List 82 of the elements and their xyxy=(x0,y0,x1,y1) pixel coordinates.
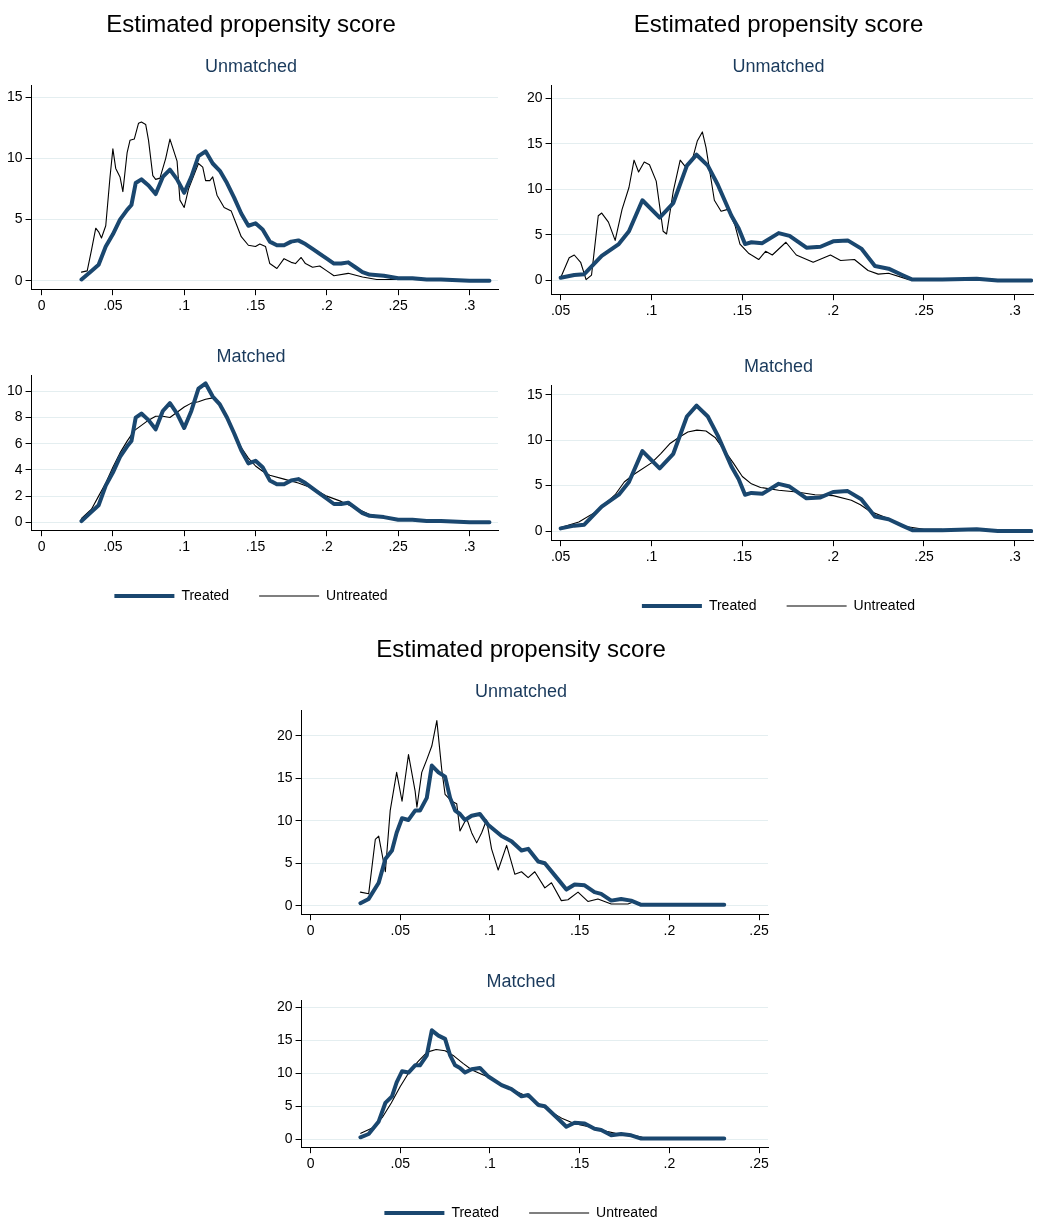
x-tick-label: .25 xyxy=(388,538,409,555)
x-tick-label: .05 xyxy=(550,302,571,319)
x-tick-label: .3 xyxy=(1008,302,1021,319)
x-tick-label: .1 xyxy=(178,297,191,314)
y-tick-label: 8 xyxy=(14,408,23,425)
x-tick-label: .15 xyxy=(569,1155,590,1172)
y-tick-label: 0 xyxy=(284,1130,293,1147)
x-tick-label: .3 xyxy=(1008,548,1021,565)
chart-title: Estimated propensity score xyxy=(376,635,666,663)
x-tick-label: .15 xyxy=(569,922,590,939)
x-tick-label: .2 xyxy=(827,302,840,319)
x-tick-label: .15 xyxy=(732,548,753,565)
x-tick-label: .1 xyxy=(645,548,658,565)
x-tick-label: 0 xyxy=(37,297,46,314)
y-tick-label: 10 xyxy=(526,180,543,197)
x-tick-label: .05 xyxy=(103,297,123,314)
chart-title: Matched xyxy=(216,345,286,366)
x-tick-label: .15 xyxy=(245,297,266,314)
x-tick-label: 0 xyxy=(37,538,46,555)
y-tick-label: 5 xyxy=(534,225,543,242)
x-tick-label: .2 xyxy=(663,922,676,939)
x-tick-label: 0 xyxy=(306,1155,315,1172)
y-tick-label: 0 xyxy=(14,513,23,530)
y-tick-label: 15 xyxy=(526,134,543,151)
legend-label: Untreated xyxy=(326,586,388,603)
legend-label: Treated xyxy=(708,596,757,613)
x-tick-label: .1 xyxy=(484,1155,496,1172)
x-tick-label: .25 xyxy=(749,1155,769,1172)
y-tick-label: 20 xyxy=(276,998,293,1015)
x-tick-label: .1 xyxy=(178,538,191,555)
y-tick-label: 0 xyxy=(534,521,543,538)
x-tick-label: .25 xyxy=(388,297,409,314)
chart-title: Matched xyxy=(743,355,814,376)
y-tick-label: 10 xyxy=(526,431,543,448)
chart-title: Estimated propensity score xyxy=(106,10,396,38)
y-tick-label: 2 xyxy=(14,486,23,503)
x-tick-label: .2 xyxy=(827,548,840,565)
y-tick-label: 10 xyxy=(6,149,23,166)
chart-subtitle: Unmatched xyxy=(732,55,825,76)
y-tick-label: 5 xyxy=(14,210,23,227)
legend-label: Treated xyxy=(181,586,230,603)
chart-subtitle: Unmatched xyxy=(474,680,568,701)
y-tick-label: 20 xyxy=(276,726,293,743)
x-tick-label: .1 xyxy=(645,302,658,319)
x-tick-label: .05 xyxy=(103,538,123,555)
y-tick-label: 5 xyxy=(284,854,293,871)
y-tick-label: 15 xyxy=(276,769,293,786)
x-tick-label: .1 xyxy=(484,922,496,939)
chart-title: Matched xyxy=(486,970,556,991)
x-tick-label: .2 xyxy=(320,297,333,314)
y-tick-label: 0 xyxy=(534,271,543,288)
y-tick-label: 5 xyxy=(534,476,543,493)
legend-label: Untreated xyxy=(596,1203,658,1220)
x-tick-label: .25 xyxy=(749,922,769,939)
legend-label: Treated xyxy=(451,1203,500,1220)
y-tick-label: 5 xyxy=(284,1097,293,1114)
x-tick-label: .05 xyxy=(390,1155,411,1172)
y-tick-label: 0 xyxy=(284,896,293,913)
x-tick-label: .3 xyxy=(463,538,476,555)
legend-label: Untreated xyxy=(853,596,916,613)
x-tick-label: .25 xyxy=(914,548,934,565)
x-tick-label: .05 xyxy=(390,922,411,939)
y-tick-label: 15 xyxy=(6,88,23,105)
y-tick-label: 10 xyxy=(276,811,293,828)
x-tick-label: .05 xyxy=(550,548,571,565)
y-tick-label: 4 xyxy=(14,460,23,477)
x-tick-label: .2 xyxy=(663,1155,676,1172)
chart-subtitle: Unmatched xyxy=(204,55,298,76)
y-tick-label: 15 xyxy=(276,1031,293,1048)
y-tick-label: 20 xyxy=(526,89,543,106)
y-tick-label: 15 xyxy=(526,385,543,402)
x-tick-label: .25 xyxy=(914,302,934,319)
y-tick-label: 6 xyxy=(14,434,23,451)
x-tick-label: 0 xyxy=(306,922,315,939)
chart-title: Estimated propensity score xyxy=(633,10,924,38)
x-tick-label: .2 xyxy=(320,538,333,555)
y-tick-label: 10 xyxy=(276,1064,293,1081)
x-tick-label: .15 xyxy=(245,538,266,555)
x-tick-label: .3 xyxy=(463,297,476,314)
x-tick-label: .15 xyxy=(732,302,753,319)
y-tick-label: 10 xyxy=(6,382,23,399)
y-tick-label: 0 xyxy=(14,271,23,288)
